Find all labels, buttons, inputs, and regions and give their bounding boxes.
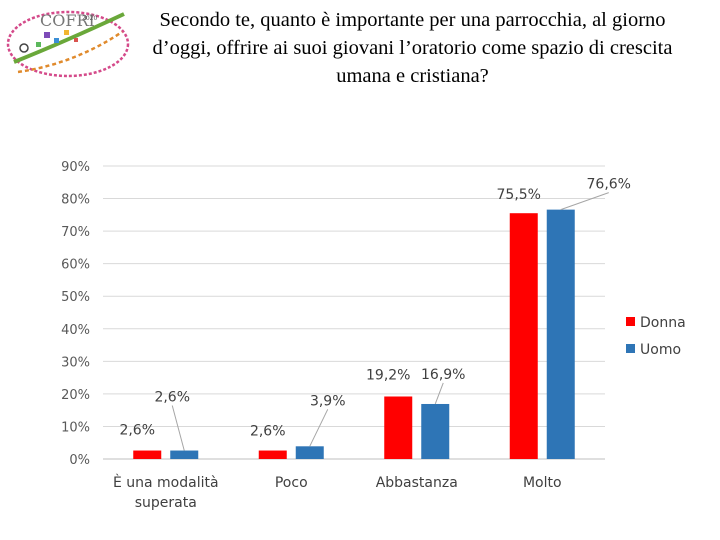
data-label-donna-1: 2,6%	[119, 423, 155, 439]
data-label-donna-3: 19,2%	[366, 367, 410, 383]
leader-line	[434, 382, 444, 405]
y-tick-label: 20%	[61, 388, 90, 403]
y-tick-label: 60%	[61, 258, 90, 273]
y-tick-label: 10%	[61, 420, 90, 435]
y-tick-label: 50%	[61, 290, 90, 305]
x-axis-ticks: È una modalità superata Poco Abbastanza Molt…	[113, 474, 562, 511]
cofri-logo: COFRI 2020	[6, 10, 130, 78]
bar-uomo-4	[546, 209, 575, 459]
bar-uomo-3	[421, 403, 450, 459]
y-tick-label: 80%	[61, 193, 90, 208]
y-tick-label: 90%	[61, 160, 90, 175]
logo-small-text: 2020	[82, 15, 97, 22]
legend-swatch-uomo	[626, 344, 635, 353]
legend-label-uomo: Uomo	[640, 342, 681, 358]
y-tick-label: 30%	[61, 355, 90, 370]
bar-uomo-1	[170, 450, 199, 459]
leader-line	[560, 192, 609, 211]
bar-uomo-2	[295, 446, 324, 459]
data-label-donna-4: 75,5%	[497, 187, 541, 203]
leader-lines	[171, 192, 609, 451]
bar-donna-1	[133, 450, 162, 459]
category-label: Molto	[523, 475, 562, 491]
data-label-donna-2: 2,6%	[250, 424, 286, 440]
bar-donna-4	[509, 213, 538, 459]
bar-donna-2	[258, 450, 287, 459]
data-label-uomo-2: 3,9%	[310, 393, 346, 409]
data-label-uomo-1: 2,6%	[154, 390, 190, 406]
y-tick-label: 70%	[61, 225, 90, 240]
legend-label-donna: Donna	[640, 315, 686, 331]
leader-line	[309, 409, 329, 447]
data-label-uomo-3: 16,9%	[421, 367, 465, 383]
bars	[133, 209, 575, 459]
y-tick-label: 40%	[61, 323, 90, 338]
y-axis-ticks: 0% 10% 20% 30% 40% 50% 60% 70% 80% 90%	[61, 160, 90, 468]
bar-donna-3	[384, 396, 413, 459]
leader-line	[171, 405, 185, 451]
chart-title: Secondo te, quanto è importante per una …	[152, 9, 673, 87]
legend-swatch-donna	[626, 317, 635, 326]
category-label: Poco	[275, 475, 308, 491]
legend: Donna Uomo	[626, 315, 686, 358]
category-label: È una modalità superata	[113, 474, 219, 511]
y-tick-label: 0%	[69, 453, 90, 468]
data-labels: 2,6% 2,6% 19,2% 75,5% 2,6% 3,9% 16,9% 76,6%	[119, 177, 631, 440]
data-label-uomo-4: 76,6%	[587, 177, 631, 193]
logo-text: COFRI	[40, 11, 95, 30]
category-label: Abbastanza	[376, 475, 458, 491]
